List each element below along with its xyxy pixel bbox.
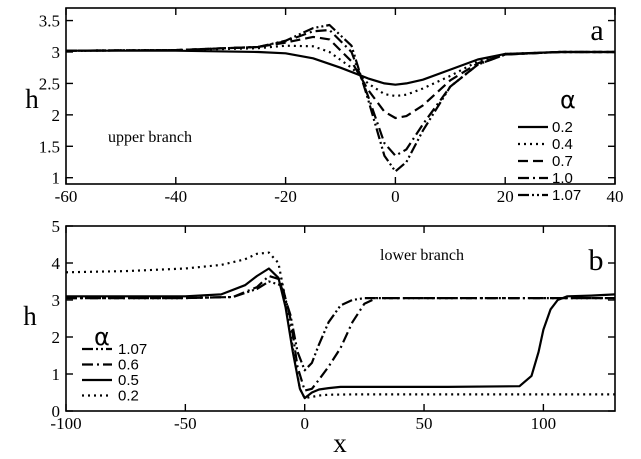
panel-b-annotation: lower branch <box>380 247 464 264</box>
panel-b-plot-frame <box>65 225 616 412</box>
x-tick-label: 100 <box>531 414 557 433</box>
panel-a-annotation: upper branch <box>108 129 192 146</box>
x-tick-label: -60 <box>55 187 78 206</box>
legend-label-1.0: 1.0 <box>552 170 573 187</box>
x-tick-label: -50 <box>174 414 197 433</box>
x-tick-label: 40 <box>607 187 624 206</box>
x-tick-label: 0 <box>300 414 309 433</box>
panel-a-legend: α 0.20.40.71.01.07 <box>518 86 581 204</box>
legend-label-0.4: 0.4 <box>552 136 573 153</box>
x-tick-label: 20 <box>497 187 514 206</box>
panel-a-y-axis-label: h <box>25 84 39 114</box>
panel-b-series <box>66 251 615 400</box>
panel-b-x-axis-label: x <box>333 428 347 458</box>
panel-b-y-axis-label: h <box>23 301 37 331</box>
series-line-0.5 <box>66 267 615 400</box>
y-tick-label: 1 <box>52 169 61 188</box>
y-tick-label: 2 <box>52 106 61 125</box>
legend-label-0.7: 0.7 <box>552 153 573 170</box>
series-line-1.0 <box>66 28 615 157</box>
legend-label-0.6: 0.6 <box>118 357 139 374</box>
legend-label-0.2: 0.2 <box>118 388 139 405</box>
series-line-0.6 <box>66 274 615 392</box>
series-line-0.4 <box>66 44 615 98</box>
panel-b-x-ticks: -100 -50 0 50 100 <box>50 226 556 433</box>
x-tick-label: -40 <box>164 187 187 206</box>
y-tick-label: 1.5 <box>39 137 60 156</box>
x-tick-label: 0 <box>391 187 400 206</box>
legend-label-0.2: 0.2 <box>552 119 573 136</box>
panel-a: -60 -40 -20 0 20 40 1 1.5 2 2.5 3 3.5 h a upper br… <box>25 7 624 206</box>
x-tick-label: -20 <box>274 187 297 206</box>
panel-b-legend-title: α <box>94 323 110 351</box>
y-tick-label: 2 <box>52 328 61 347</box>
y-tick-label: 0 <box>52 402 61 421</box>
panel-a-y-ticks: 1 1.5 2 2.5 3 3.5 <box>39 12 615 188</box>
panel-b-label: b <box>589 244 604 277</box>
panel-a-series <box>66 23 615 173</box>
y-tick-label: 1 <box>52 365 61 384</box>
series-line-0.2 <box>66 49 615 86</box>
panel-a-plot-frame <box>65 7 616 185</box>
x-tick-label: 50 <box>416 414 433 433</box>
panel-b-legend: α 1.070.60.50.2 <box>82 323 147 405</box>
panel-a-legend-title: α <box>560 86 576 114</box>
legend-label-1.07: 1.07 <box>118 341 147 358</box>
y-tick-label: 5 <box>52 217 61 236</box>
series-line-1.07 <box>66 280 615 372</box>
panel-b-y-ticks: 0 1 2 3 4 5 <box>52 217 615 421</box>
series-line-1.07 <box>66 23 615 173</box>
legend-label-0.5: 0.5 <box>118 372 139 389</box>
series-line-0.2 <box>66 251 615 400</box>
y-tick-label: 4 <box>52 254 61 273</box>
x-tick-label: -100 <box>50 414 81 433</box>
y-tick-label: 3 <box>52 43 61 62</box>
legend-label-1.07: 1.07 <box>552 187 581 204</box>
y-tick-label: 3.5 <box>39 12 60 31</box>
y-tick-label: 3 <box>52 291 61 310</box>
series-line-0.7 <box>66 35 615 120</box>
panel-a-x-ticks: -60 -40 -20 0 20 40 <box>55 8 624 206</box>
y-tick-label: 2.5 <box>39 74 60 93</box>
panel-a-label: a <box>590 14 603 47</box>
